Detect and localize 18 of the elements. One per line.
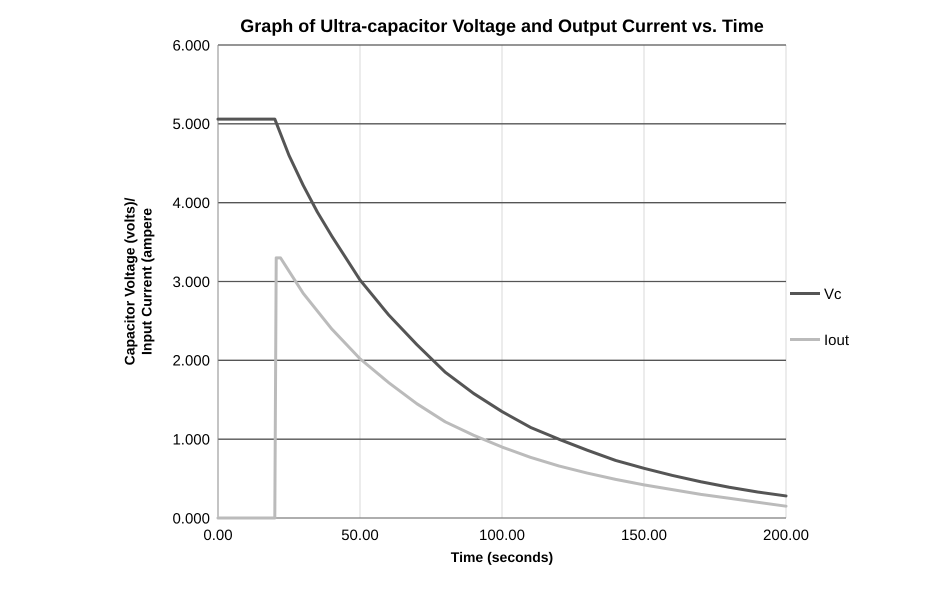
x-tick-label: 50.00 <box>341 527 379 544</box>
y-tick-label: 0.000 <box>172 510 210 528</box>
y-tick-label: 4.000 <box>172 194 210 212</box>
chart-title: Graph of Ultra-capacitor Voltage and Output Current vs. Time <box>240 16 764 36</box>
line-series <box>216 118 788 498</box>
y-axis-title: Capacitor Voltage (volts)/ Input Current (ampere <box>122 198 154 366</box>
y-tick-label: 5.000 <box>172 116 210 134</box>
x-tick-label: 200.00 <box>763 527 809 544</box>
y-tick-label: 1.000 <box>172 431 210 448</box>
legend-label: Iout <box>824 332 850 349</box>
x-tick-label: 150.00 <box>621 527 667 544</box>
y-tick-label: 3.000 <box>172 274 210 291</box>
x-tick-label: 100.00 <box>479 527 525 544</box>
y-tick-label: 6.000 <box>172 37 210 54</box>
x-axis-title: Time (seconds) <box>450 549 554 565</box>
legend-label: Vc <box>824 286 842 303</box>
x-tick-label: 0.00 <box>203 527 233 544</box>
y-tick-label: 2.000 <box>172 352 210 370</box>
